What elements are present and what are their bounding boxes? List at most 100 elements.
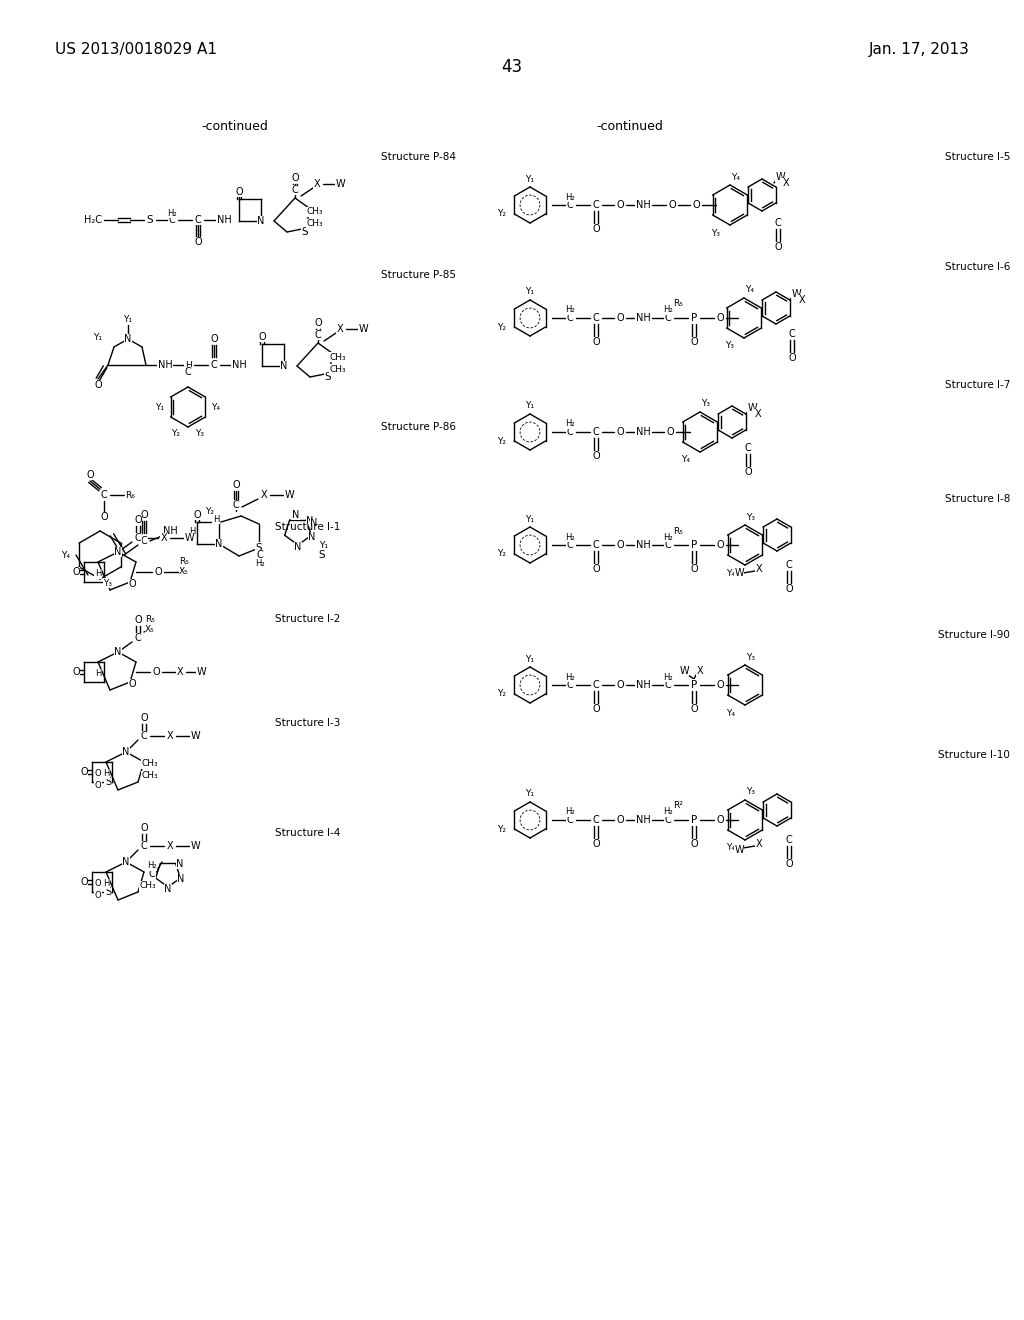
Text: O: O [153,667,160,677]
Text: C: C [257,550,263,560]
Text: O: O [616,680,624,690]
Text: Structure I-2: Structure I-2 [274,614,340,624]
Text: H₂C: H₂C [84,215,102,224]
Text: Y₁: Y₁ [525,288,535,297]
Text: O: O [592,224,600,234]
Text: Y₁: Y₁ [124,314,132,323]
Text: O: O [94,891,101,900]
Text: Y₁: Y₁ [319,540,329,549]
Text: N: N [306,516,313,525]
Text: C: C [184,367,191,378]
Text: Y₂: Y₂ [171,429,180,438]
Text: C: C [593,540,599,550]
Text: C: C [665,814,672,825]
Text: R₅: R₅ [179,557,189,566]
Text: H: H [95,669,101,678]
Text: C: C [566,201,573,210]
Text: Y₁: Y₁ [525,174,535,183]
Text: O: O [616,201,624,210]
Text: O: O [690,704,697,714]
Text: W: W [190,731,200,741]
Text: C: C [100,490,108,500]
Text: O: O [80,876,88,887]
Text: H₂: H₂ [565,532,574,541]
Text: H₂: H₂ [565,808,574,817]
Text: C: C [314,330,322,341]
Text: Y₃: Y₃ [746,512,756,521]
Text: Y₂: Y₂ [498,210,507,219]
Text: CH₃: CH₃ [139,882,157,891]
Text: O: O [592,337,600,347]
Text: S: S [104,887,111,898]
Text: NH: NH [636,540,650,550]
Text: NH: NH [636,680,650,690]
Text: NH: NH [636,201,650,210]
Text: X₅: X₅ [145,626,155,635]
Text: O: O [194,510,201,520]
Text: H₂: H₂ [565,193,574,202]
Text: X₅: X₅ [179,568,188,577]
Text: Y₂: Y₂ [206,507,214,516]
Text: C: C [665,313,672,323]
Text: S: S [325,372,332,381]
Text: H₂: H₂ [664,532,673,541]
Text: N: N [257,216,264,226]
Text: O: O [86,470,94,480]
Text: C: C [593,426,599,437]
Text: O: O [716,680,724,690]
Text: CH₃: CH₃ [330,364,346,374]
Text: O: O [616,426,624,437]
Text: N: N [257,216,264,226]
Text: N: N [215,539,222,549]
Text: R₅: R₅ [673,300,683,309]
Text: W: W [197,667,206,677]
Text: W: W [734,568,743,578]
Text: Y₃: Y₃ [712,228,721,238]
Text: H₂: H₂ [664,672,673,681]
Text: N: N [176,859,183,869]
Text: Structure I-1: Structure I-1 [274,521,340,532]
Text: Y₄: Y₄ [726,709,735,718]
Text: Structure I-7: Structure I-7 [944,380,1010,389]
Text: O: O [72,568,80,577]
Text: O: O [291,173,299,183]
Text: H: H [188,527,196,536]
Text: CH₃: CH₃ [330,352,346,362]
Text: C: C [566,313,573,323]
Text: X: X [756,840,762,849]
Text: NH: NH [636,814,650,825]
Text: N: N [122,857,130,867]
Text: O: O [716,313,724,323]
Text: R₅: R₅ [145,615,155,624]
Text: W: W [679,667,689,676]
Text: X: X [167,731,173,741]
Text: Structure I-90: Structure I-90 [938,630,1010,640]
Text: O: O [210,334,218,345]
Text: H₂: H₂ [664,305,673,314]
Text: C: C [148,869,156,879]
Text: O: O [592,840,600,849]
Text: O: O [100,512,108,521]
Text: O: O [140,822,147,833]
Text: X: X [799,294,805,305]
Text: H₂: H₂ [147,862,157,870]
Text: O: O [616,540,624,550]
Text: NH: NH [636,313,650,323]
Text: Structure I-3: Structure I-3 [274,718,340,729]
Text: O: O [128,579,136,589]
Text: P: P [691,313,697,323]
Text: W: W [335,180,345,189]
Text: H: H [213,515,219,524]
Text: US 2013/0018029 A1: US 2013/0018029 A1 [55,42,217,57]
Text: Y₁: Y₁ [525,515,535,524]
Text: H: H [102,879,110,888]
Text: C: C [566,680,573,690]
Text: O: O [140,510,147,520]
Text: Structure I-8: Structure I-8 [944,494,1010,504]
Text: Structure P-86: Structure P-86 [381,422,456,432]
Text: S: S [146,215,154,224]
Text: NH: NH [231,360,247,370]
Text: H₂: H₂ [565,305,574,314]
Text: X: X [337,323,343,334]
Text: Y₄: Y₄ [682,455,690,465]
